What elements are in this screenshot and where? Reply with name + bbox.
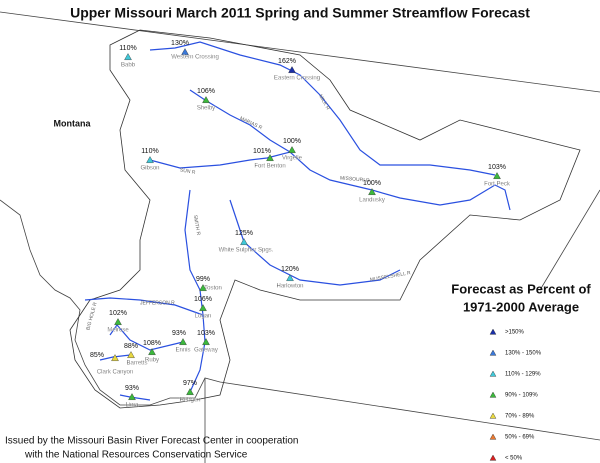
legend-title: Forecast as Percent of	[451, 281, 591, 296]
legend-swatch	[489, 412, 497, 419]
station-marker	[128, 393, 136, 400]
station-marker	[114, 318, 122, 325]
station-name: Melrose	[107, 328, 129, 334]
station-marker	[111, 354, 119, 361]
footer-line: with the National Resources Conservation…	[24, 450, 248, 461]
station-percent: 100%	[363, 180, 381, 187]
legend: Forecast as Percent of 1971-2000 Average >…	[451, 281, 591, 461]
station-name: Western Crossing	[171, 55, 219, 61]
station-name: Gateway	[194, 348, 218, 354]
station-percent: 120%	[281, 266, 299, 273]
legend-swatch	[489, 454, 497, 461]
river-label: MISSOURI R	[340, 175, 371, 184]
station-marker	[493, 172, 501, 180]
station-marker	[288, 66, 296, 74]
station-name: Eastern Crossing	[274, 76, 320, 82]
legend-label: 110% - 129%	[505, 372, 541, 378]
state-label: Montana	[54, 118, 92, 128]
station-percent: 125%	[235, 230, 253, 237]
station-marker	[288, 146, 296, 154]
legend-title: 1971-2000 Average	[463, 299, 579, 314]
station-percent: 110%	[141, 148, 158, 155]
station-name: Shelby	[197, 106, 215, 112]
stations: 110% Babb 130% Western Crossing 162% Eastern …	[90, 40, 511, 409]
station-marker	[368, 188, 376, 196]
station-percent: 100%	[283, 138, 301, 145]
station-percent: 110%	[119, 45, 136, 52]
station-percent: 93%	[172, 330, 186, 337]
station-name: Fort Peck	[484, 182, 511, 188]
station-name: Fort Benton	[254, 164, 285, 170]
river-label: SMITH R	[192, 215, 202, 237]
station-name: Lima	[125, 403, 139, 409]
station-name: Ennis	[175, 348, 190, 354]
station-percent: 103%	[488, 164, 506, 171]
legend-swatch	[489, 328, 497, 335]
station-name: White Sulphur Spgs.	[219, 248, 274, 254]
station-name: Landusky	[359, 198, 385, 204]
station-percent: 103%	[197, 330, 215, 337]
footer-line: Issued by the Missouri Basin River Forec…	[5, 436, 298, 447]
station-marker	[202, 96, 210, 104]
legend-swatch	[489, 349, 497, 356]
station-marker	[199, 284, 207, 291]
station-name: Logan	[195, 314, 212, 320]
station-percent: 102%	[109, 310, 127, 317]
river-label: JEFFERSON R	[140, 300, 175, 306]
basin-outline	[69, 29, 581, 409]
station-marker	[127, 351, 135, 358]
station-marker	[179, 338, 187, 345]
station-percent: 106%	[194, 296, 212, 303]
station-percent: 101%	[253, 148, 271, 155]
station-name: Virgelle	[282, 156, 303, 162]
station-marker	[286, 274, 294, 281]
station-name: Clark Canyon	[97, 370, 133, 376]
station-marker	[266, 154, 274, 162]
title: Upper Missouri March 2011 Spring and Sum…	[70, 5, 530, 21]
station-marker	[186, 388, 194, 395]
station-marker	[240, 238, 248, 246]
legend-label: >150%	[505, 330, 525, 336]
station-marker	[146, 156, 154, 164]
station-name: Toston	[204, 286, 222, 292]
station-percent: 108%	[143, 340, 161, 347]
station-name: Harlowton	[276, 284, 303, 290]
legend-label: 70% - 89%	[505, 414, 535, 420]
legend-swatch	[489, 391, 497, 398]
station-percent: 162%	[278, 58, 296, 65]
station-marker	[181, 48, 189, 55]
legend-label: 90% - 109%	[505, 393, 538, 399]
station-percent: 85%	[90, 352, 104, 359]
legend-label: 130% - 150%	[505, 351, 542, 357]
legend-label: 50% - 69%	[505, 435, 535, 441]
station-percent: 106%	[197, 88, 215, 95]
station-percent: 97%	[183, 380, 197, 387]
station-marker	[124, 53, 132, 60]
borders	[0, 11, 600, 463]
station-percent: 130%	[171, 40, 189, 47]
station-percent: 99%	[196, 276, 210, 283]
station-percent: 93%	[125, 385, 139, 392]
station-name: Barretts	[126, 361, 147, 367]
station-name: Ruby	[145, 358, 159, 364]
station-name: Gibson	[140, 166, 159, 172]
station-percent: 88%	[124, 343, 138, 350]
legend-swatch	[489, 370, 497, 377]
station-marker	[202, 338, 210, 345]
legend-label: < 50%	[505, 456, 523, 462]
river-label: SUN R	[179, 167, 196, 176]
station-name: Babb	[121, 63, 136, 69]
station-marker	[148, 348, 156, 355]
station-marker	[199, 304, 207, 311]
station-name: Hebgen	[179, 398, 200, 404]
legend-swatch	[489, 433, 497, 440]
